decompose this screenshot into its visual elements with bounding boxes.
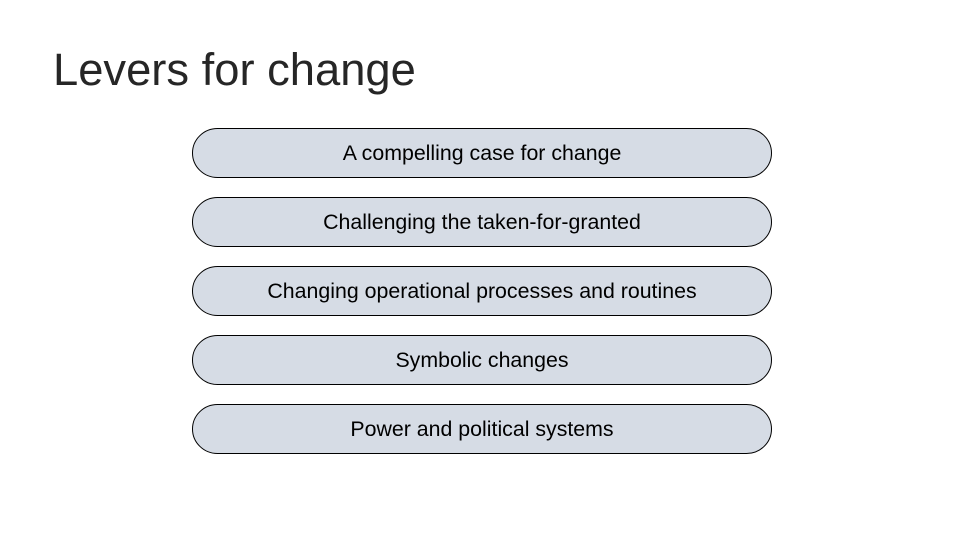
lever-item: Power and political systems bbox=[192, 404, 772, 454]
lever-item: Changing operational processes and routi… bbox=[192, 266, 772, 316]
slide-title: Levers for change bbox=[53, 44, 416, 96]
slide: Levers for change A compelling case for … bbox=[0, 0, 960, 540]
lever-label: Changing operational processes and routi… bbox=[267, 279, 696, 304]
lever-item: A compelling case for change bbox=[192, 128, 772, 178]
lever-label: Symbolic changes bbox=[395, 348, 568, 373]
lever-label: Challenging the taken-for-granted bbox=[323, 210, 641, 235]
lever-list: A compelling case for change Challenging … bbox=[192, 128, 772, 454]
lever-label: Power and political systems bbox=[350, 417, 613, 442]
lever-item: Symbolic changes bbox=[192, 335, 772, 385]
lever-label: A compelling case for change bbox=[343, 141, 622, 166]
lever-item: Challenging the taken-for-granted bbox=[192, 197, 772, 247]
